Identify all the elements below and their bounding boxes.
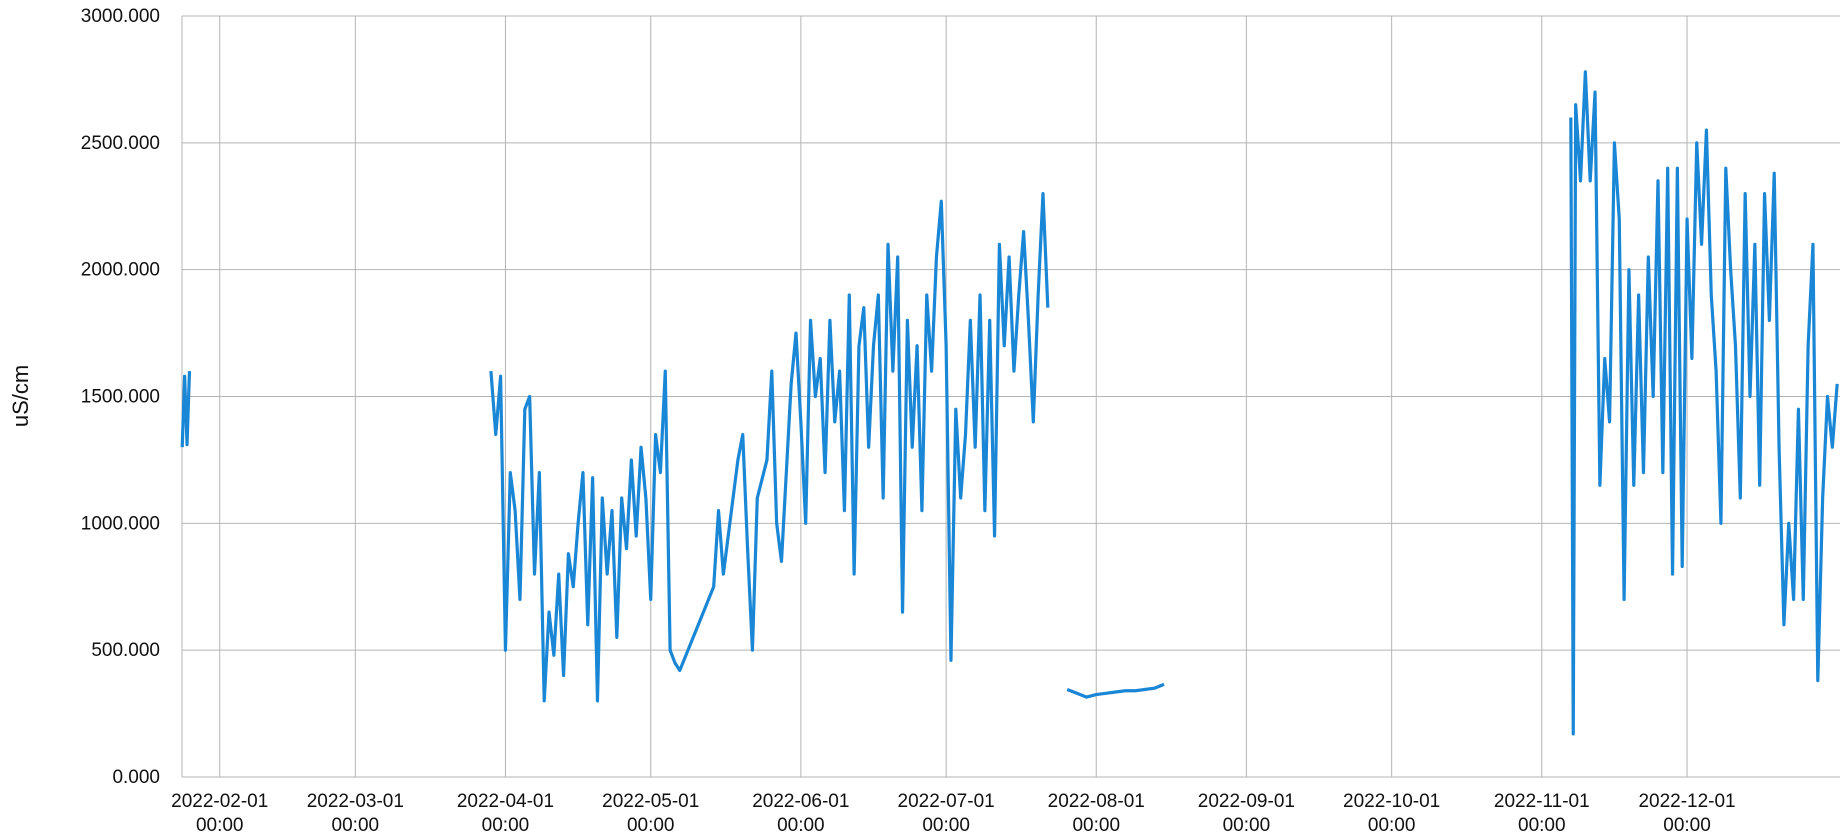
- x-tick-label: 2022-11-01 00:00: [1494, 791, 1590, 836]
- y-tick-label: 2000.000: [81, 260, 160, 281]
- y-tick-label: 1000.000: [81, 513, 160, 534]
- x-tick-label: 2022-08-01 00:00: [1048, 791, 1145, 836]
- x-tick-label: 2022-05-01 00:00: [602, 791, 699, 836]
- x-tick-label: 2022-07-01 00:00: [898, 791, 995, 836]
- y-tick-label: 1500.000: [81, 387, 160, 408]
- y-tick-label: 2500.000: [81, 133, 160, 154]
- x-tick-label: 2022-06-01 00:00: [752, 791, 849, 836]
- x-tick-label: 2022-10-01 00:00: [1343, 791, 1440, 836]
- y-axis-label: uS/cm: [8, 365, 33, 427]
- x-tick-label: 2022-12-01 00:00: [1638, 791, 1735, 836]
- x-tick-label: 2022-09-01 00:00: [1198, 791, 1295, 836]
- x-tick-label: 2022-03-01 00:00: [307, 791, 404, 836]
- y-tick-label: 500.000: [91, 640, 160, 661]
- y-tick-label: 3000.000: [81, 6, 160, 27]
- y-tick-label: 0.000: [112, 767, 160, 788]
- x-tick-label: 2022-02-01 00:00: [171, 791, 268, 836]
- x-tick-label: 2022-04-01 00:00: [457, 791, 554, 836]
- data-line: [180, 70, 1839, 736]
